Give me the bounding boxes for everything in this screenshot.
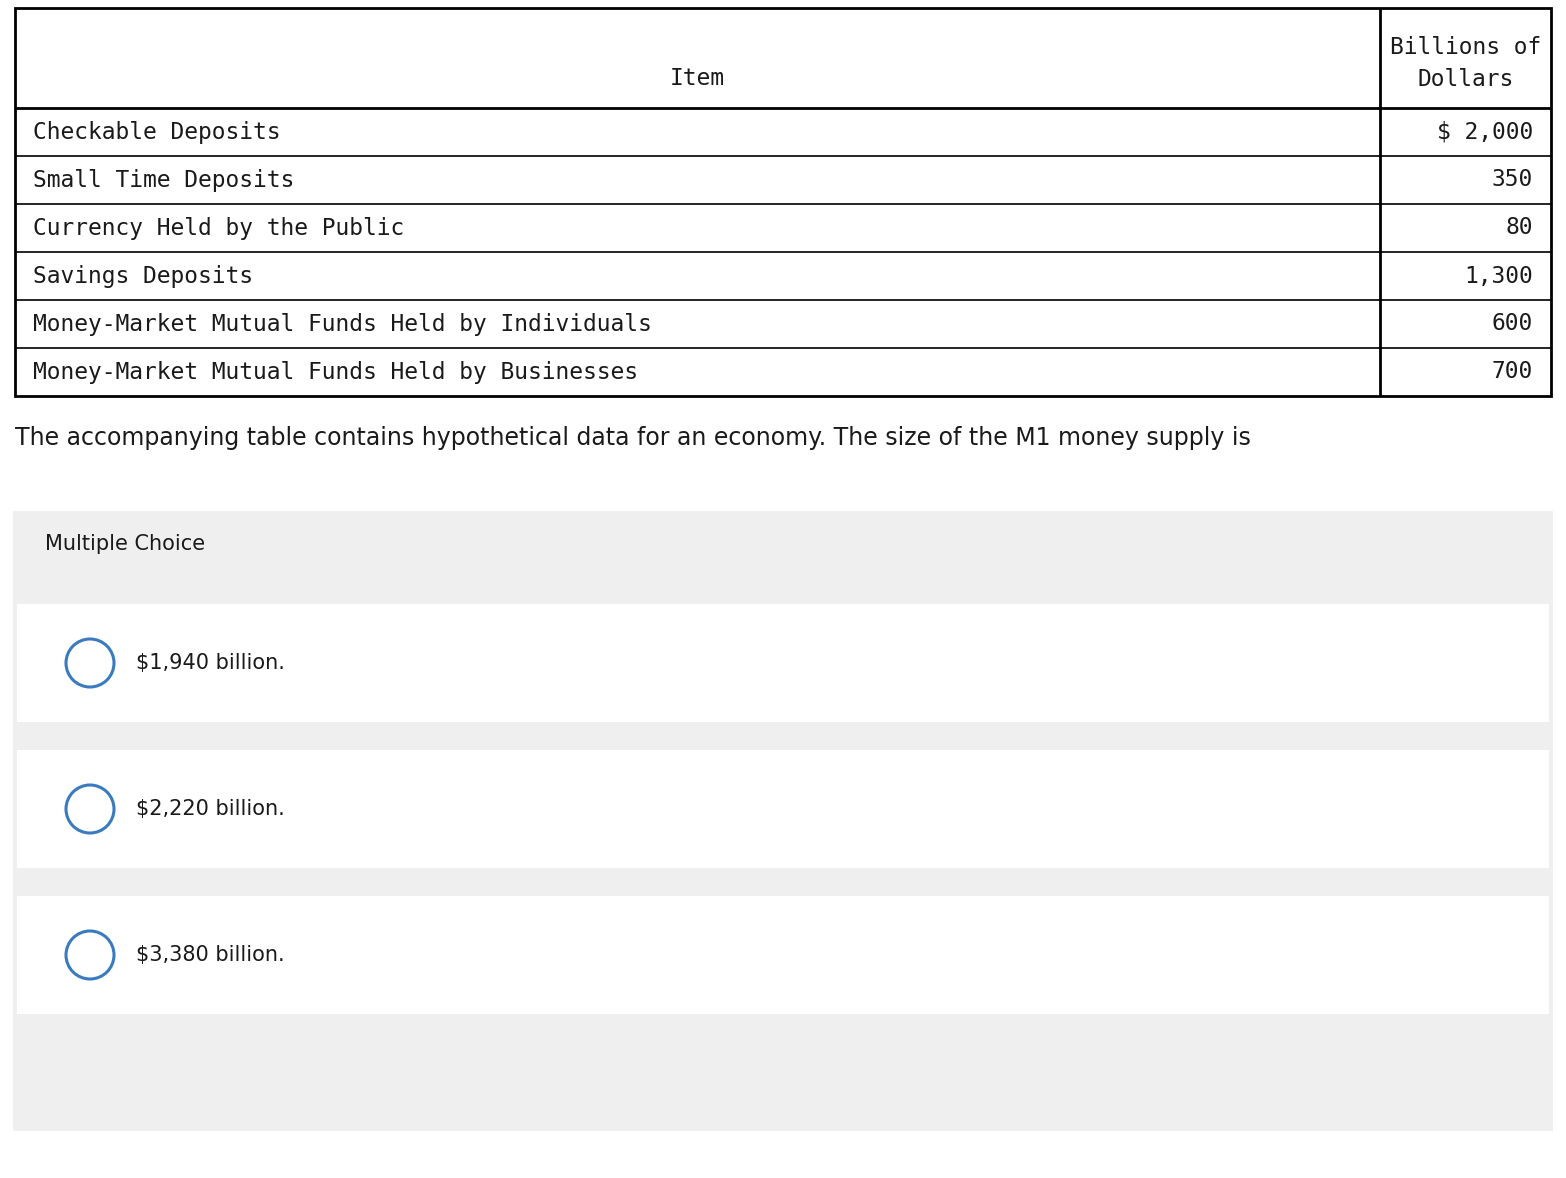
Text: $3,380 billion.: $3,380 billion. (136, 945, 285, 965)
Text: Billions of: Billions of (1391, 37, 1541, 59)
Text: The accompanying table contains hypothetical data for an economy. The size of th: The accompanying table contains hypothet… (16, 426, 1251, 450)
Text: Checkable Deposits: Checkable Deposits (33, 120, 280, 144)
Text: 700: 700 (1492, 360, 1533, 384)
Bar (17, 604, 1549, 722)
Text: 80: 80 (1505, 217, 1533, 239)
Text: 1,300: 1,300 (1464, 265, 1533, 287)
Text: Item: Item (670, 67, 725, 90)
Text: Currency Held by the Public: Currency Held by the Public (33, 217, 404, 239)
Text: $1,940 billion.: $1,940 billion. (136, 653, 285, 673)
Text: Savings Deposits: Savings Deposits (33, 265, 254, 287)
Text: 350: 350 (1492, 168, 1533, 192)
Bar (17, 896, 1549, 1014)
Bar (16, 8, 1550, 396)
Bar (17, 750, 1549, 868)
Text: Money-Market Mutual Funds Held by Individuals: Money-Market Mutual Funds Held by Indivi… (33, 312, 651, 336)
Text: $ 2,000: $ 2,000 (1436, 120, 1533, 144)
Text: Small Time Deposits: Small Time Deposits (33, 168, 294, 192)
Text: 600: 600 (1492, 312, 1533, 336)
Text: $2,220 billion.: $2,220 billion. (136, 799, 285, 819)
Text: Dollars: Dollars (1417, 68, 1514, 91)
Bar (13, 511, 1553, 1131)
Text: Multiple Choice: Multiple Choice (45, 534, 205, 554)
Text: Money-Market Mutual Funds Held by Businesses: Money-Market Mutual Funds Held by Busine… (33, 360, 637, 384)
